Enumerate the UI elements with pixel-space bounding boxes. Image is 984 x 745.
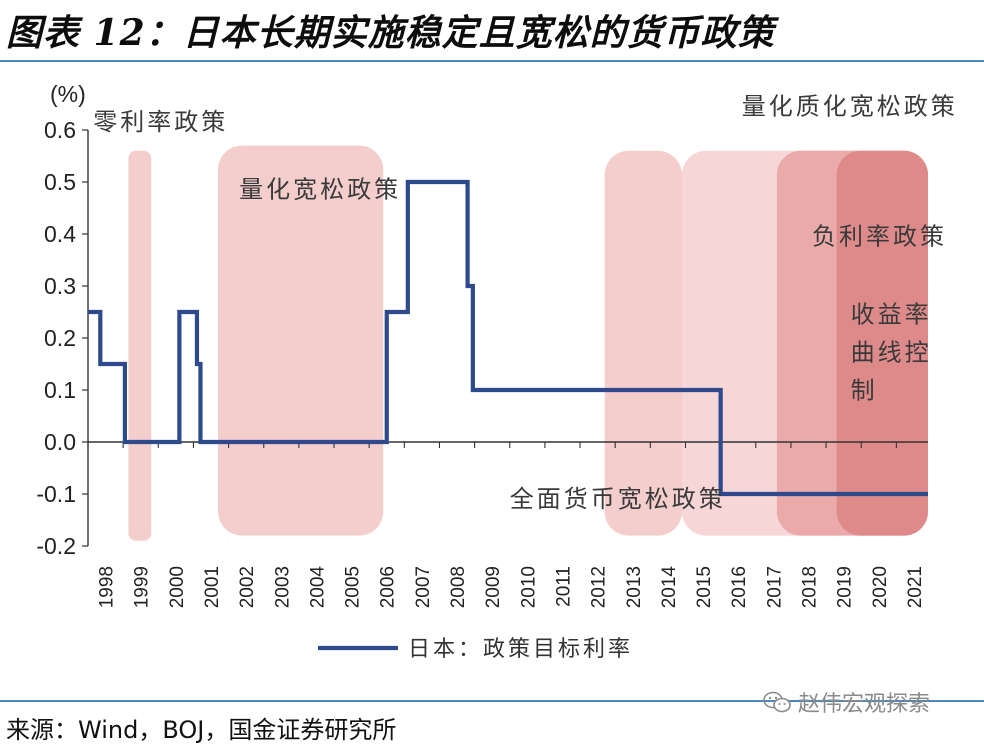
x-tick-label: 2010 [518,566,539,608]
legend: 日本：政策目标利率 [318,637,633,662]
y-tick-label: 0.2 [44,325,76,351]
series-line-0 [88,179,928,497]
x-tick-label: 2011 [553,566,574,607]
y-tick-label: 0.4 [44,221,76,247]
x-tick-label: 2019 [835,566,856,608]
policy-region-2 [604,150,682,536]
region-label-0: 零利率政策 [93,108,228,136]
x-tick-label: 2009 [483,566,504,608]
x-tick-label: 2006 [378,566,399,608]
x-tick-label: 2015 [694,566,715,608]
title-divider [0,60,984,62]
x-tick-label: 2020 [870,566,891,608]
y-tick-label: 0.3 [44,273,76,299]
region-label-line: 收益率 [851,300,932,328]
x-tick-label: 2008 [448,566,469,608]
y-tick-label: -0.2 [36,533,76,559]
region-label-1: 量化宽松政策 [239,176,401,204]
y-tick-label: 0.0 [44,429,76,455]
region-label-5: 收益率曲线控制 [851,300,932,404]
figure-title: 图表 12：日本长期实施稳定且宽松的货币政策 [6,12,775,54]
wechat-icon [763,691,791,713]
x-tick-label: 2001 [202,566,223,608]
region-label-line: 制 [851,376,878,404]
region-label-3: 量化质化宽松政策 [742,92,958,120]
axes: 0.6 0.5 0.4 0.3 0.2 0.1 0.0 -0.1 -0.2 (%) 1998 1999… [36,81,928,608]
policy-regions [128,145,928,541]
x-tick-label: 1999 [132,566,153,608]
y-tick-label: 0.6 [44,117,76,143]
x-tick-label: 2013 [624,566,645,608]
x-tick-label: 2004 [307,566,328,609]
series-layer [88,179,928,497]
policy-region-5 [836,150,928,536]
x-tick-label: 2016 [729,566,750,608]
y-tick-label: -0.1 [36,481,76,507]
x-tick-label: 2018 [800,566,821,608]
x-tick-label: 2005 [343,566,364,608]
region-label-4: 负利率政策 [812,222,947,250]
x-tick-label: 2017 [764,566,785,608]
legend-label: 日本：政策目标利率 [408,637,633,662]
policy-region-0 [128,150,152,541]
region-label-line: 曲线控 [851,338,932,366]
x-tick-label: 1998 [97,566,118,608]
source-note: 来源：Wind，BOJ，国金证券研究所 [6,716,397,744]
policy-region-1 [218,145,384,536]
x-tick-label: 2012 [589,566,610,608]
y-tick-label: 0.1 [44,377,76,403]
x-tick-label: 2003 [272,566,293,608]
x-tick-label: 2007 [413,566,434,608]
watermark: 赵伟宏观探索 [762,686,930,718]
watermark-text: 赵伟宏观探索 [798,692,931,717]
source-divider [0,700,984,702]
region-label-2: 全面货币宽松政策 [510,485,726,513]
x-tick-label: 2021 [905,566,926,608]
policy-rate-chart: 0.6 0.5 0.4 0.3 0.2 0.1 0.0 -0.1 -0.2 (%) 1998 1999… [36,81,958,662]
y-axis-unit: (%) [50,81,86,107]
y-tick-label: 0.5 [44,169,76,195]
x-tick-label: 2002 [237,566,258,608]
x-tick-label: 2000 [167,566,188,608]
x-tick-label: 2014 [659,566,680,609]
